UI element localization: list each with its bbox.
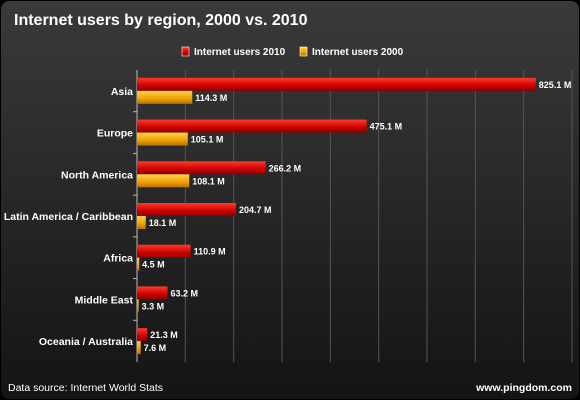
data-source-note: Data source: Internet World Stats bbox=[8, 382, 163, 394]
bar-2010-middle-east bbox=[137, 286, 168, 300]
category-label-asia: Asia bbox=[111, 86, 133, 98]
data-label-2010-north-america: 266.2 M bbox=[269, 163, 302, 173]
bar-2000-europe bbox=[137, 132, 188, 146]
bar-2010-north-america bbox=[137, 161, 266, 175]
bar-2000-middle-east bbox=[137, 299, 139, 313]
bar-2000-north-america bbox=[137, 174, 190, 188]
data-label-2010-middle-east: 63.2 M bbox=[171, 288, 199, 298]
data-label-2000-europe: 105.1 M bbox=[191, 135, 224, 145]
category-label-latin-america-caribbean: Latin America / Caribbean bbox=[4, 211, 133, 223]
legend-label-2000: Internet users 2000 bbox=[312, 47, 404, 58]
bar-2000-asia bbox=[137, 90, 193, 104]
legend: Internet users 2010 Internet users 2000 bbox=[181, 46, 404, 58]
bar-2010-oceania-australia bbox=[137, 328, 148, 342]
data-label-2010-asia: 825.1 M bbox=[539, 80, 572, 90]
category-labels: Asia Europe North America Latin America / C… bbox=[4, 86, 134, 348]
bar-2000-oceania-australia bbox=[137, 341, 141, 355]
bar-2000-latin-america-caribbean bbox=[137, 216, 146, 229]
data-label-2000-asia: 114.3 M bbox=[195, 93, 227, 103]
chart-title: Internet users by region, 2000 vs. 2010 bbox=[14, 12, 308, 29]
category-label-north-america: North America bbox=[61, 169, 133, 181]
legend-label-2010: Internet users 2010 bbox=[194, 47, 286, 58]
category-label-middle-east: Middle East bbox=[75, 294, 134, 306]
bar-2000-africa bbox=[137, 257, 140, 271]
data-label-2010-latin-america-caribbean: 204.7 M bbox=[239, 205, 272, 215]
data-label-2000-middle-east: 3.3 M bbox=[142, 301, 165, 311]
category-label-oceania-australia: Oceania / Australia bbox=[39, 336, 133, 348]
data-label-2000-north-america: 108.1 M bbox=[192, 176, 225, 186]
bar-2010-europe bbox=[137, 119, 367, 133]
data-label-2010-africa: 110.9 M bbox=[194, 247, 226, 257]
legend-swatch-2010 bbox=[181, 46, 190, 57]
bar-2010-africa bbox=[137, 244, 191, 258]
bar-2010-asia bbox=[137, 77, 536, 91]
data-label-2010-europe: 475.1 M bbox=[370, 122, 403, 132]
data-label-2000-africa: 4.5 M bbox=[142, 260, 165, 270]
site-credit: www.pingdom.com bbox=[475, 382, 572, 394]
data-label-2000-oceania-australia: 7.6 M bbox=[144, 343, 167, 353]
data-label-2010-oceania-australia: 21.3 M bbox=[150, 330, 178, 340]
bar-2010-latin-america-caribbean bbox=[137, 203, 236, 216]
legend-swatch-2000 bbox=[299, 46, 308, 57]
data-label-2000-latin-america-caribbean: 18.1 M bbox=[149, 218, 177, 228]
category-label-africa: Africa bbox=[103, 253, 133, 265]
bars: 825.1 M 114.3 M 475.1 M 105.1 M 266.2 M 108.1… bbox=[137, 77, 572, 355]
category-label-europe: Europe bbox=[97, 128, 133, 140]
